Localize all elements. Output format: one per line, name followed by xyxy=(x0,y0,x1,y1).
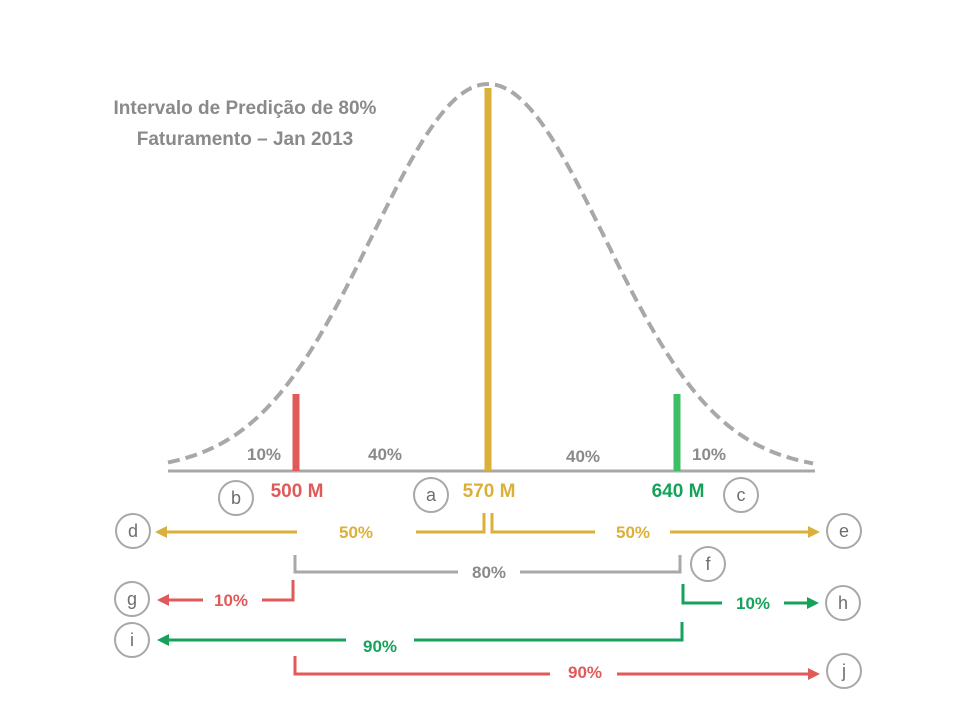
node-f: f xyxy=(690,546,726,582)
node-h: h xyxy=(825,585,861,621)
node-i: i xyxy=(114,622,150,658)
arrow-to-h: 10% xyxy=(681,584,819,613)
node-h-label: h xyxy=(838,593,848,613)
arrow-to-d: 50% xyxy=(155,513,486,542)
arrow-j-label: 90% xyxy=(568,663,602,682)
marker-value-high: 640 M xyxy=(652,481,705,502)
arrow-e-label: 50% xyxy=(616,523,650,542)
node-d-label: d xyxy=(128,521,138,541)
arrow-to-i: 90% xyxy=(157,622,684,656)
node-d: d xyxy=(115,513,151,549)
node-g: g xyxy=(114,581,150,617)
bracket-80-label: 80% xyxy=(472,563,506,582)
arrow-g-label: 10% xyxy=(214,591,248,610)
node-g-label: g xyxy=(127,589,137,609)
node-a: a xyxy=(413,477,449,513)
title-line-1: Intervalo de Predição de 80% xyxy=(114,98,377,119)
arrow-h-label: 10% xyxy=(736,594,770,613)
node-f-label: f xyxy=(705,554,711,574)
node-j: j xyxy=(826,653,862,689)
arrow-to-j: 90% xyxy=(293,656,820,682)
arrow-to-g: 10% xyxy=(157,580,295,610)
node-j-label: j xyxy=(841,661,846,681)
area-label-right-tail: 10% xyxy=(692,445,726,464)
marker-value-low: 500 M xyxy=(271,481,324,502)
area-label-left-tail: 10% xyxy=(247,445,281,464)
arrow-to-e: 50% xyxy=(490,513,820,542)
node-c-label: c xyxy=(737,485,746,505)
area-label-right-inner: 40% xyxy=(566,447,600,466)
bracket-80: 80% xyxy=(293,555,682,582)
arrow-i-label: 90% xyxy=(363,637,397,656)
bell-curve xyxy=(167,81,814,466)
node-a-label: a xyxy=(426,485,437,505)
title-line-2: Faturamento – Jan 2013 xyxy=(137,129,353,150)
node-e: e xyxy=(826,513,862,549)
arrow-d-label: 50% xyxy=(339,523,373,542)
node-e-label: e xyxy=(839,521,849,541)
node-b: b xyxy=(218,480,254,516)
node-i-label: i xyxy=(130,630,134,650)
node-b-label: b xyxy=(231,488,241,508)
area-label-left-inner: 40% xyxy=(368,445,402,464)
marker-value-mid: 570 M xyxy=(463,481,516,502)
node-c: c xyxy=(723,477,759,513)
